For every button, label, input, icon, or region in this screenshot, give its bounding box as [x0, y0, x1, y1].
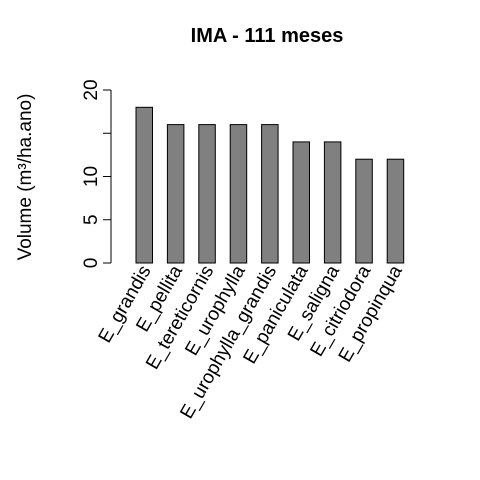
- x-axis-tick-labels: E_grandisE_pellitaE_tereticornisE_urophy…: [95, 262, 407, 423]
- y-axis-label: Volume (m³/ha.ano): [15, 94, 36, 261]
- bar-e-citriodora: [355, 158, 373, 264]
- chart-title: IMA - 111 meses: [191, 25, 344, 47]
- y-tick-label: 20: [81, 79, 102, 100]
- y-tick-label: 5: [81, 214, 102, 225]
- bars-group: [135, 106, 405, 264]
- bar-e-saligna: [323, 141, 342, 264]
- y-tick-label: 0: [81, 258, 102, 269]
- bar-e-urophylla: [229, 124, 248, 264]
- bar-e-grandis: [135, 106, 153, 264]
- bar-e-urophylla-grandis: [261, 124, 279, 264]
- y-tick-label: 10: [81, 166, 102, 187]
- bar-e-pellita: [166, 124, 185, 264]
- bar-e-tereticornis: [198, 124, 216, 264]
- bar-e-paniculata: [292, 141, 310, 264]
- bar-e-propinqua: [386, 158, 405, 264]
- y-axis: 0 5 10 20: [81, 79, 112, 269]
